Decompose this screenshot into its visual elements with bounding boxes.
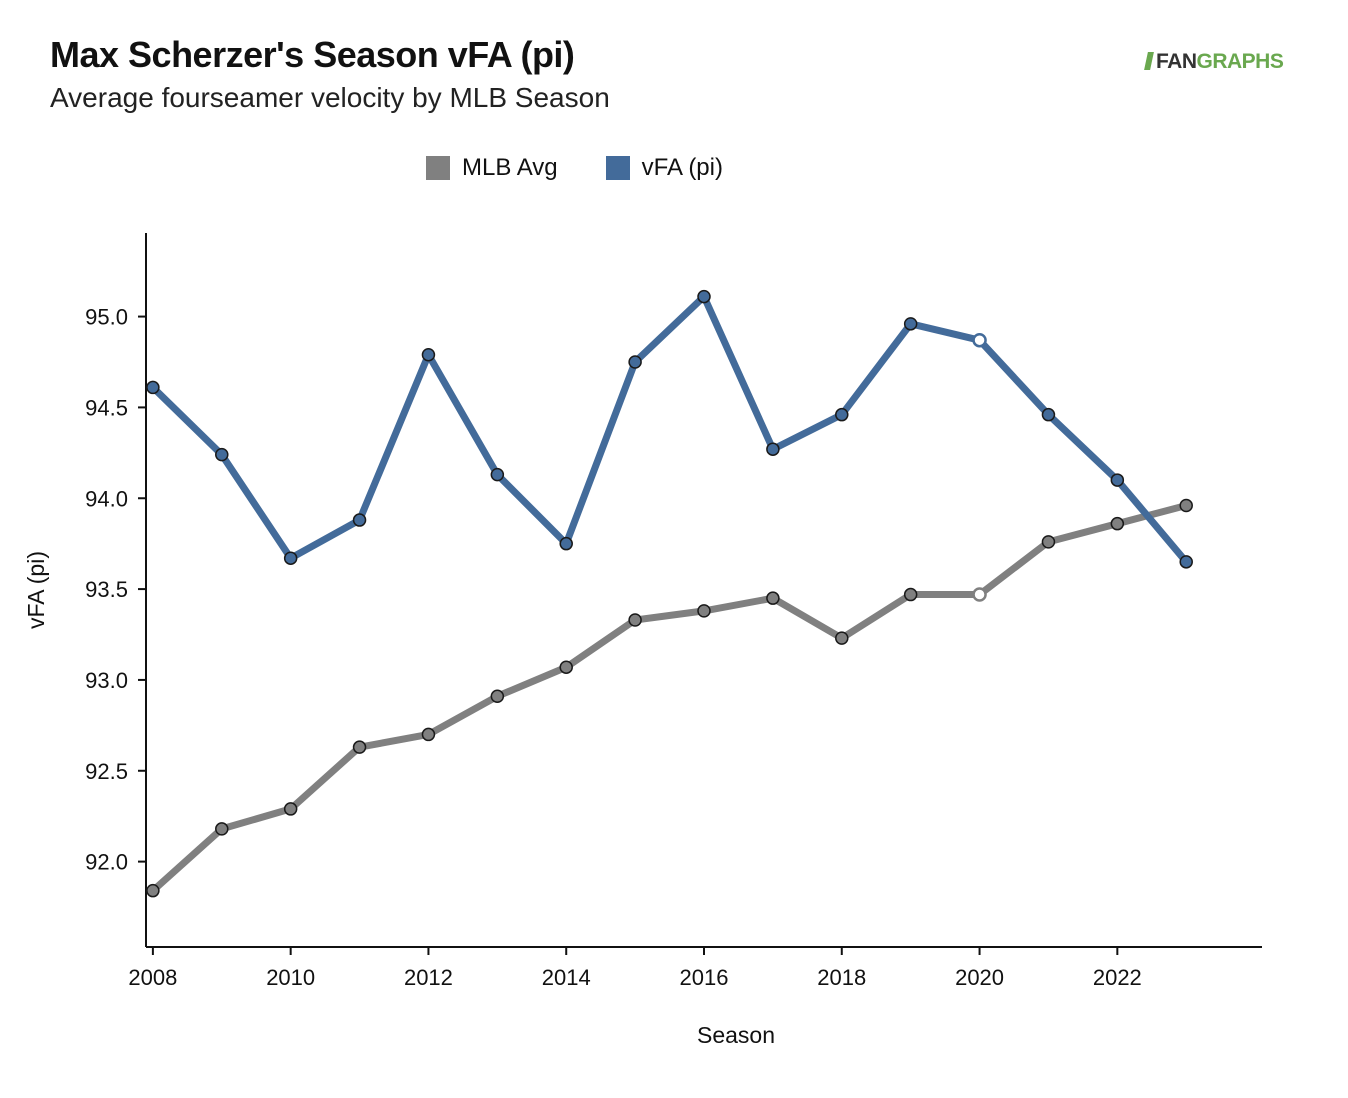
chart-legend: MLB Avg vFA (pi) [426,154,723,182]
x-tick-label: 2010 [266,965,315,990]
x-tick-label: 2008 [128,965,177,990]
data-point-vfa[interactable] [1041,407,1056,422]
data-point-mlb-avg[interactable] [146,883,160,898]
x-tick-label: 2012 [404,965,453,990]
data-point-mlb-avg[interactable] [421,727,436,742]
data-point-vfa[interactable] [146,380,160,395]
series-line-vfa [149,293,1190,566]
x-tick-label: 2022 [1093,965,1142,990]
data-point-vfa[interactable] [1110,473,1125,487]
data-point-vfa[interactable] [972,332,987,348]
legend-label-vfa: vFA (pi) [641,154,723,181]
data-point-mlb-avg[interactable] [352,740,367,754]
x-axis-title: Season [697,1022,775,1048]
data-point-vfa[interactable] [697,289,711,304]
data-point-mlb-avg[interactable] [490,689,505,704]
y-tick-label: 93.0 [85,668,128,693]
data-point-vfa[interactable] [628,355,642,369]
data-point-mlb-avg[interactable] [1041,535,1056,549]
y-tick-label: 92.5 [85,759,128,784]
data-point-vfa[interactable] [835,407,849,422]
y-tick-label: 92.0 [85,850,128,875]
data-point-mlb-avg[interactable] [559,660,573,674]
data-point-vfa[interactable] [1179,555,1193,569]
brand-prefix: FAN [1156,50,1197,73]
data-point-mlb-avg[interactable] [283,802,298,816]
series-group [146,289,1193,898]
y-tick-label: 94.5 [85,395,128,420]
data-point-mlb-avg[interactable] [766,591,780,605]
y-tick-label: 93.5 [85,577,128,602]
x-tick-group: 2008 2010 2012 2014 2016 2018 2020 2022 [128,947,1142,990]
data-point-mlb-avg[interactable] [903,587,918,602]
data-point-vfa[interactable] [559,536,573,551]
data-point-mlb-avg[interactable] [628,613,642,627]
data-point-vfa[interactable] [903,317,918,331]
y-tick-label: 94.0 [85,486,128,511]
x-tick-label: 2018 [817,965,866,990]
chart-title: Max Scherzer's Season vFA (pi) [50,34,575,75]
chart-subtitle: Average fourseamer velocity by MLB Seaso… [50,82,610,113]
legend-swatch-mlb-avg [426,156,450,180]
y-tick-group: 92.0 92.5 93.0 93.5 94.0 94.5 95.0 [85,305,146,875]
legend-item-vfa[interactable]: vFA (pi) [605,154,723,182]
data-point-vfa[interactable] [215,447,229,462]
legend-swatch-vfa [605,156,630,180]
x-tick-label: 2020 [955,965,1004,990]
series-line-mlb-avg [149,502,1190,895]
data-point-mlb-avg[interactable] [1179,498,1193,513]
data-point-mlb-avg[interactable] [835,631,849,645]
data-point-mlb-avg[interactable] [697,604,711,618]
data-point-vfa[interactable] [490,467,505,482]
legend-label-mlb-avg: MLB Avg [462,154,558,181]
data-point-vfa[interactable] [766,442,780,456]
data-point-mlb-avg[interactable] [215,822,229,836]
y-tick-label: 95.0 [85,305,128,330]
legend-item-mlb-avg[interactable]: MLB Avg [426,154,558,182]
x-tick-label: 2014 [542,965,591,990]
data-point-vfa[interactable] [352,513,367,527]
data-point-vfa[interactable] [421,347,436,362]
y-axis-title: vFA (pi) [23,551,49,629]
fangraphs-logo: FANGRAPHS [1144,50,1284,74]
data-point-mlb-avg[interactable] [1110,516,1125,531]
brand-suffix: GRAPHS [1196,50,1284,73]
data-point-vfa[interactable] [283,551,298,565]
data-point-mlb-avg[interactable] [972,587,987,602]
x-tick-label: 2016 [680,965,729,990]
